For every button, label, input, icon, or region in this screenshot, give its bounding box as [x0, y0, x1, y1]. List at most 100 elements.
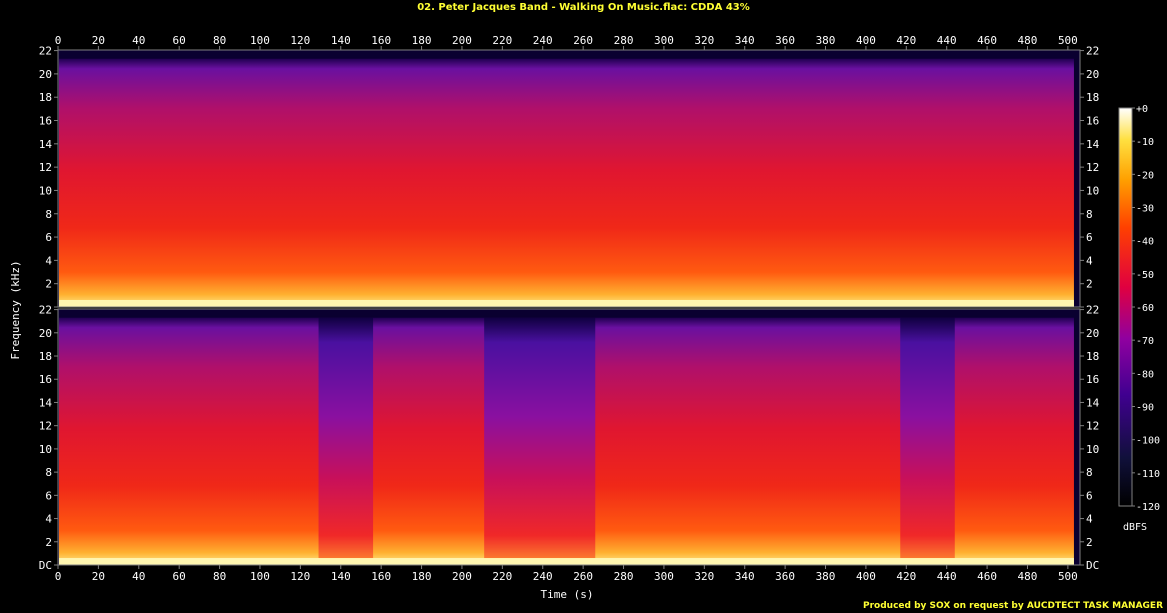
y-tick-label: 18 — [39, 91, 52, 104]
y-tick-label: 10 — [39, 184, 52, 197]
y-tick-label: 22 — [39, 45, 52, 58]
x-tick-label: 280 — [614, 570, 634, 583]
y-tick-label: 16 — [1086, 115, 1099, 128]
low-frequency-band — [59, 300, 1074, 307]
x-tick-label: 240 — [533, 34, 553, 47]
y-tick-label: 22 — [1086, 304, 1099, 317]
x-tick-label: 480 — [1018, 34, 1038, 47]
colorbar-scale — [1118, 107, 1133, 507]
x-tick-label: 420 — [896, 34, 916, 47]
x-tick-label: 340 — [735, 34, 755, 47]
panel-frame — [57, 308, 1081, 566]
x-tick-label: 440 — [937, 34, 957, 47]
x-tick-label: 220 — [492, 34, 512, 47]
y-tick-label: 2 — [45, 278, 52, 291]
x-tick-label: 180 — [412, 570, 432, 583]
footer-credit: Produced by SOX on request by AUCDTECT T… — [863, 601, 1163, 611]
y-tick-label: 16 — [39, 373, 52, 386]
colorbar-tick-label: -90 — [1136, 403, 1154, 414]
x-tick-label: 220 — [492, 570, 512, 583]
x-tick-label: 320 — [694, 570, 714, 583]
y-tick-label: 8 — [45, 208, 52, 221]
y-tick-label: DC — [39, 559, 52, 572]
y-tick-label: 20 — [1086, 327, 1099, 340]
x-tick-label: 460 — [977, 570, 997, 583]
y-tick-label: 6 — [45, 489, 52, 502]
y-tick-label: 8 — [1086, 466, 1093, 479]
x-tick-label: 240 — [533, 570, 553, 583]
y-tick-label: 10 — [1086, 184, 1099, 197]
x-tick-label: 40 — [132, 570, 145, 583]
x-tick-label: 360 — [775, 570, 795, 583]
x-tick-label: 160 — [371, 34, 391, 47]
x-tick-label: 60 — [173, 570, 186, 583]
channel-2-spectrogram — [58, 309, 1080, 565]
colorbar-tick-label: -20 — [1136, 170, 1154, 181]
y-tick-label: 2 — [45, 536, 52, 549]
y-tick-label: 20 — [1086, 68, 1099, 81]
x-tick-label: 200 — [452, 34, 472, 47]
y-tick-label: 10 — [39, 443, 52, 456]
x-tick-label: 280 — [614, 34, 634, 47]
colorbar-tick-label: -80 — [1136, 369, 1154, 380]
x-tick-label: 120 — [290, 34, 310, 47]
y-tick-label: 14 — [1086, 138, 1100, 151]
colorbar-tick-label: -10 — [1136, 137, 1154, 148]
x-tick-label: 100 — [250, 570, 270, 583]
y-tick-label: 18 — [1086, 91, 1099, 104]
y-tick-label: 6 — [1086, 489, 1093, 502]
y-tick-label: 4 — [1086, 254, 1093, 267]
x-tick-label: 380 — [816, 570, 836, 583]
colorbar-tick-label: -100 — [1136, 436, 1160, 447]
x-tick-label: 320 — [694, 34, 714, 47]
low-frequency-band — [59, 558, 1074, 565]
quiet-segment — [318, 317, 374, 565]
colorbar-tick-label: -50 — [1136, 270, 1154, 281]
chart-title: 02. Peter Jacques Band - Walking On Musi… — [417, 2, 750, 13]
x-tick-label: 140 — [331, 34, 351, 47]
colorbar-tick-label: -30 — [1136, 204, 1154, 215]
y-tick-label: 4 — [45, 513, 52, 526]
x-tick-label: 440 — [937, 570, 957, 583]
quiet-segment — [900, 317, 955, 565]
y-tick-label: 10 — [1086, 443, 1099, 456]
colorbar-tick-label: -110 — [1136, 469, 1160, 480]
y-tick-label: 16 — [1086, 373, 1099, 386]
y-tick-label: 12 — [39, 420, 52, 433]
y-tick-label: 12 — [1086, 420, 1099, 433]
x-tick-label: 380 — [816, 34, 836, 47]
y-tick-label: 20 — [39, 327, 52, 340]
x-tick-label: 460 — [977, 34, 997, 47]
x-tick-label: 360 — [775, 34, 795, 47]
y-tick-label: 12 — [1086, 161, 1099, 174]
y-tick-label: 20 — [39, 68, 52, 81]
colorbar-tick-label: -60 — [1136, 303, 1154, 314]
x-tick-label: 0 — [55, 570, 62, 583]
y-tick-label: 14 — [1086, 396, 1100, 409]
x-tick-label: 500 — [1058, 570, 1078, 583]
colorbar-tick-label: -70 — [1136, 336, 1154, 347]
x-tick-label: 300 — [654, 34, 674, 47]
channel-1-spectrogram — [58, 50, 1080, 307]
x-tick-label: 400 — [856, 34, 876, 47]
x-tick-label: 80 — [213, 570, 226, 583]
x-tick-label: 100 — [250, 34, 270, 47]
x-tick-label: 0 — [55, 34, 62, 47]
x-tick-label: 260 — [573, 570, 593, 583]
y-tick-label: 16 — [39, 115, 52, 128]
y-tick-label: 22 — [1086, 45, 1099, 58]
x-tick-label: 160 — [371, 570, 391, 583]
y-tick-label: 14 — [39, 138, 53, 151]
x-tick-label: 140 — [331, 570, 351, 583]
x-tick-label: 420 — [896, 570, 916, 583]
x-tick-label: 480 — [1018, 570, 1038, 583]
y-tick-label: 22 — [39, 304, 52, 317]
y-tick-label: 8 — [1086, 208, 1093, 221]
x-tick-label: 60 — [173, 34, 186, 47]
x-tick-label: 20 — [92, 570, 105, 583]
y-axis-label: Frequency (kHz) — [9, 260, 22, 359]
y-tick-label: DC — [1086, 559, 1099, 572]
x-axis-label: Time (s) — [541, 588, 594, 601]
x-tick-label: 200 — [452, 570, 472, 583]
y-tick-label: 18 — [39, 350, 52, 363]
